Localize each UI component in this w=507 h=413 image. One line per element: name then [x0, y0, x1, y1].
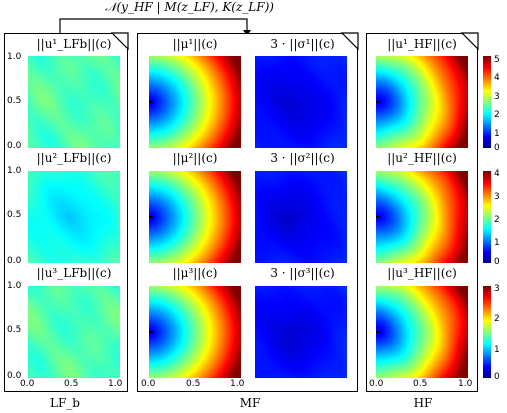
x-tick: 1.0 — [230, 379, 245, 389]
cb1-tick: 4 — [494, 73, 500, 83]
x-tick: 0.0 — [369, 379, 384, 389]
heatmap-sigma-3 — [255, 286, 347, 378]
x-tick: 0.5 — [64, 379, 79, 389]
x-tick: 0.5 — [186, 379, 201, 389]
cb2-tick: 0 — [494, 257, 500, 267]
hf-title-2: ||u²_HF||(c) — [387, 151, 457, 165]
heatmap-lf-1 — [28, 56, 120, 148]
y-tick: 0.0 — [7, 371, 22, 381]
heatmap-lf-3 — [28, 286, 120, 378]
colorbar-3 — [483, 286, 491, 378]
y-tick: 0.0 — [7, 256, 22, 266]
lf-title-3: ||u³_LFb||(c) — [36, 266, 112, 280]
column-label-hf: HF — [413, 396, 433, 410]
heatmap-lf-2 — [28, 171, 120, 263]
mf-mu-title-3: ||μ³||(c) — [172, 266, 218, 280]
cb1-tick: 2 — [494, 110, 500, 120]
y-tick: 1.0 — [7, 166, 22, 176]
heatmap-hf-2 — [376, 171, 468, 263]
colorbar-2 — [483, 171, 491, 263]
formula-label: 𝒩(y_HF | M(z_LF), K(z_LF)) — [105, 0, 274, 14]
y-tick: 0.5 — [7, 96, 22, 106]
cb2-tick: 2 — [494, 215, 500, 225]
column-label-lf: LF_b — [50, 396, 80, 410]
colorbar-1 — [483, 56, 491, 148]
mf-sigma-title-2: 3 · ||σ²||(c) — [270, 151, 335, 165]
cb3-tick: 3 — [494, 284, 500, 294]
column-label-mf: MF — [239, 396, 261, 410]
cb2-tick: 1 — [494, 238, 500, 248]
heatmap-hf-1 — [376, 56, 468, 148]
heatmap-sigma-1 — [255, 56, 347, 148]
heatmap-hf-3 — [376, 286, 468, 378]
cb2-tick: 3 — [494, 192, 500, 202]
heatmap-sigma-2 — [255, 171, 347, 263]
y-tick: 0.0 — [7, 141, 22, 151]
y-tick: 0.5 — [7, 325, 22, 335]
cb1-tick: 5 — [494, 55, 500, 65]
hf-title-3: ||u³_HF||(c) — [387, 266, 457, 280]
x-tick: 0.0 — [141, 379, 156, 389]
y-tick: 1.0 — [7, 52, 22, 62]
lf-title-1: ||u¹_LFb||(c) — [36, 37, 112, 51]
x-tick: 0.5 — [413, 379, 428, 389]
cb2-tick: 4 — [494, 169, 500, 179]
cb1-tick: 0 — [494, 143, 500, 153]
dogear-icon — [110, 32, 479, 51]
heatmap-mu-3 — [149, 286, 241, 378]
cb3-tick: 2 — [494, 314, 500, 324]
cb3-tick: 0 — [494, 372, 500, 382]
x-tick: 1.0 — [458, 379, 473, 389]
lf-title-2: ||u²_LFb||(c) — [36, 151, 112, 165]
mf-sigma-title-1: 3 · ||σ¹||(c) — [270, 37, 335, 51]
mf-mu-title-1: ||μ¹||(c) — [172, 37, 218, 51]
y-tick: 0.5 — [7, 210, 22, 220]
cb1-tick: 3 — [494, 92, 500, 102]
x-tick: 1.0 — [108, 379, 123, 389]
mf-mu-title-2: ||μ²||(c) — [172, 151, 218, 165]
mf-sigma-title-3: 3 · ||σ³||(c) — [270, 266, 335, 280]
y-tick: 1.0 — [7, 281, 22, 291]
cb3-tick: 1 — [494, 345, 500, 355]
hf-title-1: ||u¹_HF||(c) — [387, 37, 457, 51]
cb1-tick: 1 — [494, 129, 500, 139]
x-tick: 0.0 — [20, 379, 35, 389]
heatmap-mu-1 — [149, 56, 241, 148]
heatmap-mu-2 — [149, 171, 241, 263]
